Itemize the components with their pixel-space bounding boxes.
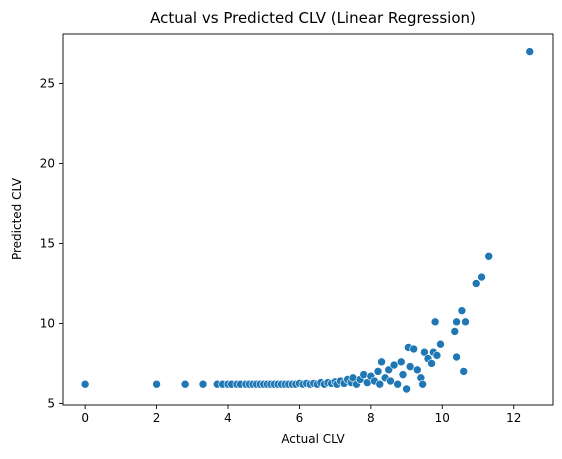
- points-layer: [80, 47, 535, 394]
- x-tick-label: 2: [153, 411, 161, 425]
- data-point: [359, 370, 369, 379]
- data-point: [80, 379, 90, 389]
- data-point: [461, 317, 470, 327]
- data-point: [436, 339, 445, 349]
- data-point: [198, 379, 208, 389]
- y-tick-label: 20: [40, 157, 55, 171]
- data-point: [389, 360, 399, 370]
- data-point: [384, 365, 394, 375]
- x-axis-ticks: 0 2 4 6 8 10 12: [81, 405, 521, 425]
- data-point: [396, 357, 406, 367]
- x-tick-label: 4: [224, 411, 232, 425]
- data-point: [471, 279, 481, 288]
- x-tick-label: 12: [506, 411, 521, 425]
- data-point: [457, 306, 467, 315]
- data-point: [377, 357, 386, 367]
- data-point: [525, 47, 535, 56]
- data-point: [427, 359, 436, 368]
- y-tick-label: 15: [40, 236, 55, 250]
- data-point: [402, 384, 411, 394]
- x-axis-label: Actual CLV: [281, 432, 345, 446]
- data-point: [459, 367, 469, 376]
- data-point: [450, 327, 460, 336]
- data-point: [432, 351, 442, 360]
- data-point: [386, 376, 395, 386]
- data-point: [412, 365, 422, 375]
- y-tick-label: 25: [40, 77, 55, 91]
- data-point: [393, 379, 402, 389]
- data-point: [452, 317, 461, 327]
- data-point: [409, 344, 419, 354]
- x-tick-label: 6: [296, 411, 304, 425]
- y-axis-ticks: 5 10 15 20 25: [40, 77, 63, 410]
- data-point: [477, 272, 486, 282]
- data-point: [180, 379, 190, 389]
- x-tick-label: 8: [367, 411, 375, 425]
- plot-frame: [62, 33, 554, 406]
- y-axis-label: Predicted CLV: [10, 177, 24, 260]
- data-point: [484, 251, 494, 261]
- data-point: [375, 379, 385, 389]
- data-point: [430, 317, 440, 327]
- data-point: [405, 362, 415, 371]
- data-point: [420, 347, 429, 357]
- data-point: [418, 379, 427, 389]
- y-tick-label: 5: [47, 396, 55, 410]
- chart-title: Actual vs Predicted CLV (Linear Regressi…: [150, 9, 476, 27]
- data-point: [452, 352, 461, 362]
- data-point: [373, 367, 383, 376]
- y-tick-label: 10: [40, 316, 55, 330]
- data-point: [398, 370, 408, 379]
- x-tick-label: 10: [435, 411, 450, 425]
- data-point: [152, 379, 161, 389]
- x-tick-label: 0: [81, 411, 89, 425]
